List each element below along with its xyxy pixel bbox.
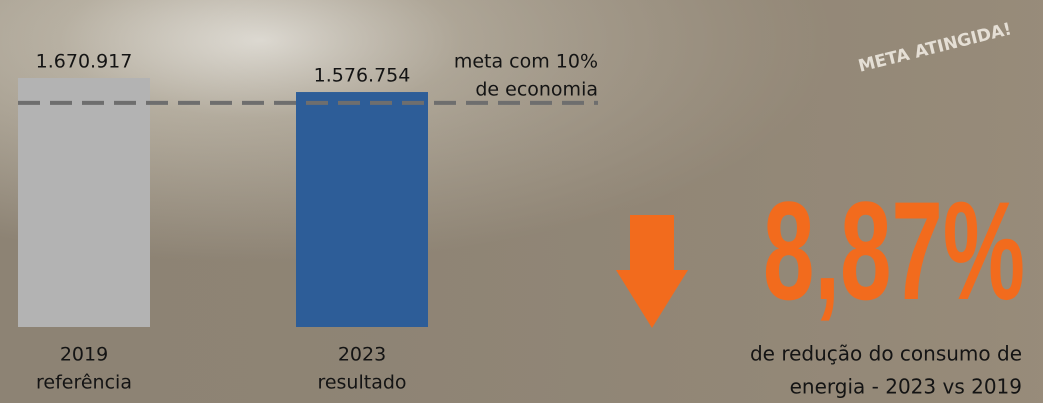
category-note: referência: [36, 372, 132, 394]
highlight-value: 8,87%: [763, 172, 1025, 329]
category-note: resultado: [317, 372, 406, 394]
bar: [296, 92, 428, 327]
category-label: 2023: [338, 344, 386, 366]
target-label: de economia: [475, 78, 598, 100]
bar: [18, 78, 150, 327]
page: META ATINGIDA! 8,87% de redução do consu…: [0, 0, 1043, 403]
caption-line: energia - 2023 vs 2019: [790, 375, 1022, 399]
category-label: 2019: [60, 344, 108, 366]
target-label: meta com 10%: [454, 50, 598, 72]
value-label: 1.576.754: [314, 65, 411, 87]
caption-line: de redução do consumo de: [750, 342, 1022, 366]
value-label: 1.670.917: [36, 51, 133, 73]
infographic: META ATINGIDA! 8,87% de redução do consu…: [0, 0, 1043, 403]
